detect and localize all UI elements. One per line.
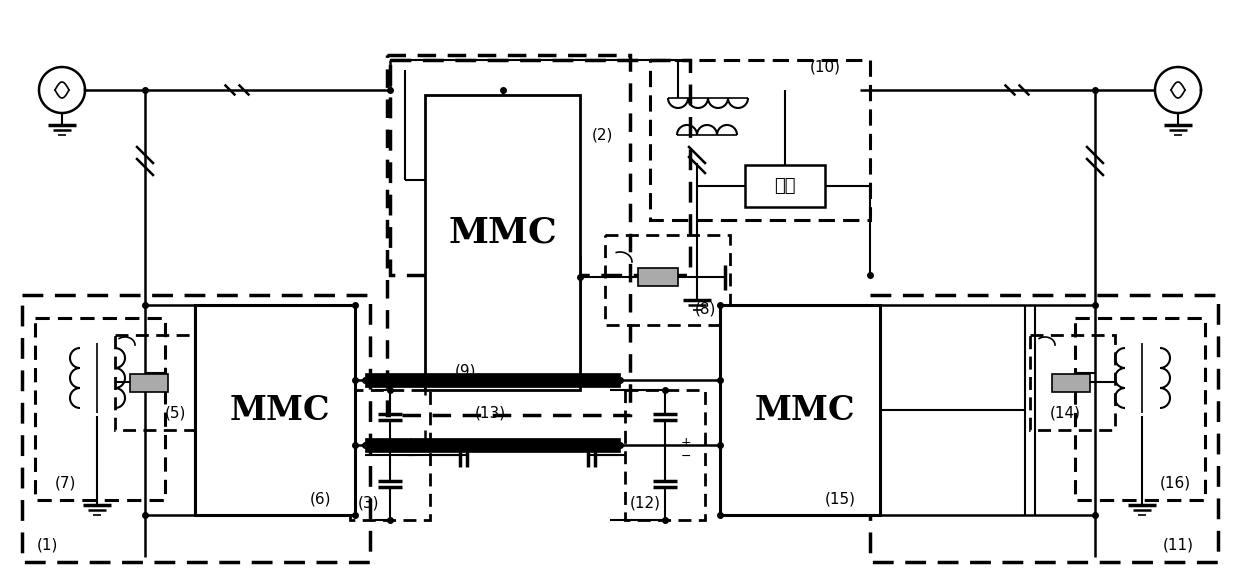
Text: +: + (681, 436, 692, 449)
Bar (425, 95, 580, 390)
Text: (7): (7) (55, 476, 77, 491)
Text: (6): (6) (310, 491, 331, 506)
Text: (2): (2) (591, 128, 614, 143)
Bar (35, 318, 165, 500)
Text: MMC: MMC (229, 394, 330, 426)
Text: −: − (405, 450, 417, 463)
Bar (195, 305, 355, 515)
Text: −: − (681, 450, 692, 463)
Text: (15): (15) (825, 491, 856, 506)
Bar (365, 373, 620, 387)
Bar (870, 295, 1218, 562)
Text: MMC: MMC (755, 394, 856, 426)
Bar (625, 390, 706, 520)
Text: MMC: MMC (448, 215, 557, 249)
Text: +: + (405, 436, 417, 449)
Text: (1): (1) (37, 538, 58, 553)
Text: (10): (10) (810, 60, 841, 75)
Text: (11): (11) (1163, 538, 1194, 553)
Bar (22, 295, 370, 562)
Text: (12): (12) (630, 496, 661, 511)
Text: (3): (3) (358, 496, 379, 511)
Text: (8): (8) (694, 301, 717, 316)
Text: (14): (14) (1050, 406, 1081, 421)
Bar (745, 165, 825, 207)
Text: (5): (5) (165, 406, 186, 421)
Bar (1075, 318, 1205, 500)
Bar (720, 305, 880, 515)
Bar (1052, 374, 1090, 392)
Text: (16): (16) (1159, 476, 1192, 491)
Text: (13): (13) (475, 405, 506, 421)
Bar (115, 335, 200, 430)
Text: (9): (9) (455, 363, 476, 378)
Bar (650, 60, 870, 220)
Bar (350, 390, 430, 520)
Bar (639, 268, 678, 286)
Bar (605, 235, 730, 325)
Bar (1030, 335, 1115, 430)
Bar (130, 374, 167, 392)
Bar (391, 60, 689, 275)
Text: 负载: 负载 (774, 177, 796, 195)
Bar (387, 55, 630, 415)
Bar (365, 438, 620, 452)
